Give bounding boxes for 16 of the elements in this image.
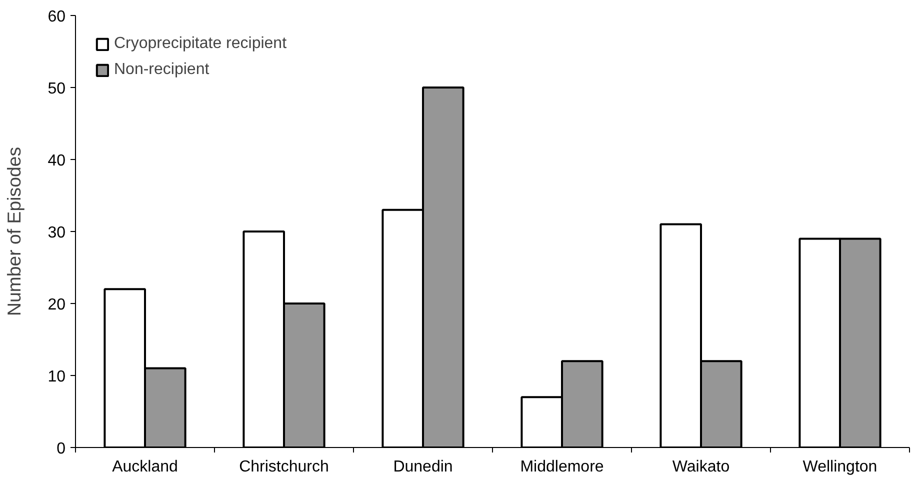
- y-tick-label: 10: [48, 368, 66, 386]
- x-tick-label: Christchurch: [239, 458, 329, 476]
- y-tick-label: 0: [56, 440, 66, 458]
- x-tick-label: Wellington: [802, 458, 878, 476]
- x-tick-label: Waikato: [672, 458, 730, 476]
- x-tick-label: Dunedin: [393, 458, 453, 476]
- x-tick-label: Auckland: [112, 458, 178, 476]
- legend-label: Non-recipient: [114, 61, 210, 79]
- y-tick-label: 20: [48, 296, 66, 314]
- y-tick-label: 50: [48, 80, 66, 98]
- y-tick-label: 30: [48, 224, 66, 242]
- legend-label: Cryoprecipitate recipient: [114, 35, 287, 53]
- y-tick-label: 40: [48, 152, 66, 170]
- y-axis-title: Number of Episodes: [4, 146, 25, 316]
- x-tick-label: Middlemore: [520, 458, 604, 476]
- y-tick-label: 60: [48, 8, 66, 26]
